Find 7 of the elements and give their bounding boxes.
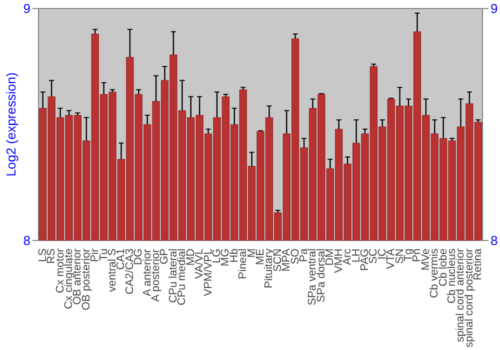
y2-tick-label: 8	[490, 233, 498, 248]
x-tick-label: A posterior	[150, 248, 162, 302]
x-tick-label: Tg	[402, 248, 414, 262]
x-tick-label: OB posterior	[80, 248, 92, 310]
y-axis-title: Log2 (expression)	[3, 72, 18, 177]
x-tick-label: RS	[46, 248, 58, 264]
y2-tick-label: 9	[490, 1, 498, 16]
